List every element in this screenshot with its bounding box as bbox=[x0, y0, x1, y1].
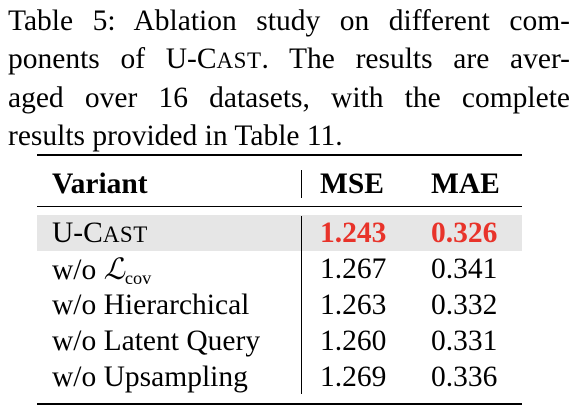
table-row-variant: U-CAST bbox=[52, 217, 148, 249]
table-row-mae: 0.336 bbox=[431, 361, 498, 393]
table-row-mse: 1.267 bbox=[320, 253, 387, 285]
table-row-mae: 0.326 bbox=[431, 217, 498, 249]
table-header-rule bbox=[37, 206, 522, 207]
table-row-mse: 1.260 bbox=[320, 325, 387, 357]
table-bottom-rule bbox=[37, 403, 522, 405]
table-row-mae: 0.332 bbox=[431, 289, 498, 321]
table-row-variant: w/o ℒcov bbox=[52, 252, 152, 289]
caption-line-3: aged over 16 datasets, with the complete bbox=[8, 82, 570, 114]
column-divider-header bbox=[301, 170, 302, 198]
table-top-rule bbox=[37, 154, 522, 156]
caption-line-4: results provided in Table 11. bbox=[8, 120, 343, 152]
table-row-variant: w/o Latent Query bbox=[52, 325, 261, 357]
table-row-mse: 1.243 bbox=[320, 217, 387, 249]
highlighted-row-background bbox=[37, 215, 522, 251]
header-mse: MSE bbox=[320, 168, 384, 200]
table-row-variant: w/o Hierarchical bbox=[52, 289, 250, 321]
header-mae: MAE bbox=[431, 168, 500, 200]
table-row-mae: 0.331 bbox=[431, 325, 498, 357]
table-row-mse: 1.263 bbox=[320, 289, 387, 321]
caption-line-2: ponents of U-CAST. The results are aver- bbox=[8, 43, 571, 75]
column-divider-body bbox=[301, 216, 302, 394]
table-row-variant: w/o Upsampling bbox=[52, 361, 248, 393]
header-variant: Variant bbox=[52, 168, 148, 200]
table-row-mse: 1.269 bbox=[320, 361, 387, 393]
table-row-mae: 0.341 bbox=[431, 253, 498, 285]
caption-line-1: Table 5: Ablation study on different com… bbox=[8, 5, 570, 37]
table-caption: Table 5: Ablation study on different com… bbox=[8, 2, 570, 155]
